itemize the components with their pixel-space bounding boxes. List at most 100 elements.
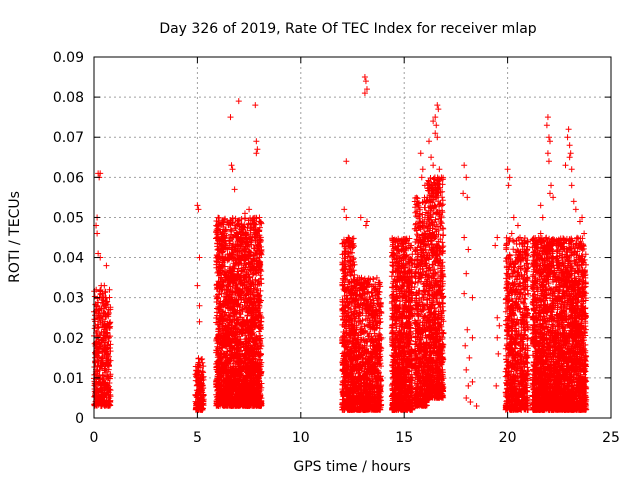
scatter-point [494,334,501,341]
scatter-point [514,222,521,229]
scatter-point [101,302,108,309]
scatter-point [492,242,499,249]
scatter-point [568,166,575,173]
x-tick-label: 5 [193,430,202,446]
scatter-point [539,214,546,221]
scatter-point [94,230,101,237]
scatter-point [253,138,260,145]
scatter-point [466,354,473,361]
scatter-point [494,314,501,321]
scatter-point [576,218,583,225]
scatter-point [436,166,443,173]
scatter-point [496,322,503,329]
scatter-point [544,150,551,157]
scatter-point [363,218,370,225]
y-tick-label: 0 [75,411,84,427]
scatter-point [419,166,426,173]
scatter-point [196,254,203,261]
scatter-point [544,114,551,121]
scatter-point [473,402,480,409]
x-tick-label: 0 [90,430,99,446]
scatter-point [345,234,352,241]
scatter-point [430,118,437,125]
scatter-point [99,290,106,297]
scatter-point [430,162,437,169]
scatter-point [461,162,468,169]
y-tick-label: 0.03 [53,291,84,307]
scatter-point [97,170,104,177]
y-tick-label: 0.05 [53,210,84,226]
scatter-point [434,102,441,109]
scatter-point-cloud [91,174,590,413]
scatter-point [194,282,201,289]
scatter-point [256,214,263,221]
scatter-point [463,270,470,277]
x-tick-label: 25 [602,430,620,446]
scatter-point [461,234,468,241]
y-tick-label: 0.02 [53,331,84,347]
scatter-point [548,182,555,189]
scatter-point [362,222,369,229]
scatter-point [361,74,368,81]
scatter-point [517,234,524,241]
scatter-point [435,106,442,113]
scatter-point [510,214,517,221]
scatter-point [241,210,248,217]
chart-title: Day 326 of 2019, Rate Of TEC Index for r… [159,21,536,37]
scatter-point [254,146,261,153]
x-tick-label: 10 [292,430,310,446]
scatter-point [428,154,435,161]
x-axis-label: GPS time / hours [293,459,410,475]
x-tick-label: 20 [499,430,517,446]
scatter-point [581,230,588,237]
scatter-point [508,230,515,237]
plot-frame [93,56,612,419]
scatter-point [253,150,260,157]
scatter-point [196,302,203,309]
scatter-point [228,162,235,169]
y-axis-label: ROTI / TECUs [7,191,23,283]
scatter-point [432,114,439,121]
scatter-point [541,242,548,249]
scatter-point [438,174,445,181]
scatter-points [91,74,590,413]
y-tick-label: 0.07 [53,130,84,146]
scatter-point [426,138,433,145]
scatter-point [463,366,470,373]
scatter-point [196,318,203,325]
scatter-point [194,202,201,209]
scatter-point [105,374,112,381]
scatter-point [469,334,476,341]
scatter-point [469,378,476,385]
scatter-point [95,250,102,257]
scatter-point [506,174,513,181]
scatter-point [235,98,242,105]
scatter-point [572,206,579,213]
scatter-point [546,190,553,197]
scatter-point [493,382,500,389]
y-tick-label: 0.09 [53,50,84,66]
scatter-point [432,130,439,137]
scatter-point [418,174,425,181]
scatter-point [460,190,467,197]
scatter-point [343,158,350,165]
scatter-point [432,194,439,201]
scatter-point [362,78,369,85]
scatter-point [566,154,573,161]
scatter-point [562,162,569,169]
scatter-point [461,290,468,297]
scatter-point [428,214,435,221]
scatter-point [103,262,110,269]
scatter-point [343,214,350,221]
scatter-point [421,182,428,189]
scatter-point [570,198,577,205]
y-tick-label: 0.01 [53,371,84,387]
scatter-point [565,126,572,133]
scatter-point [361,90,368,97]
scatter-point [465,382,472,389]
scatter-point [464,326,471,333]
scatter-point [252,102,259,109]
scatter-point [227,114,234,121]
scatter-point [567,150,574,157]
